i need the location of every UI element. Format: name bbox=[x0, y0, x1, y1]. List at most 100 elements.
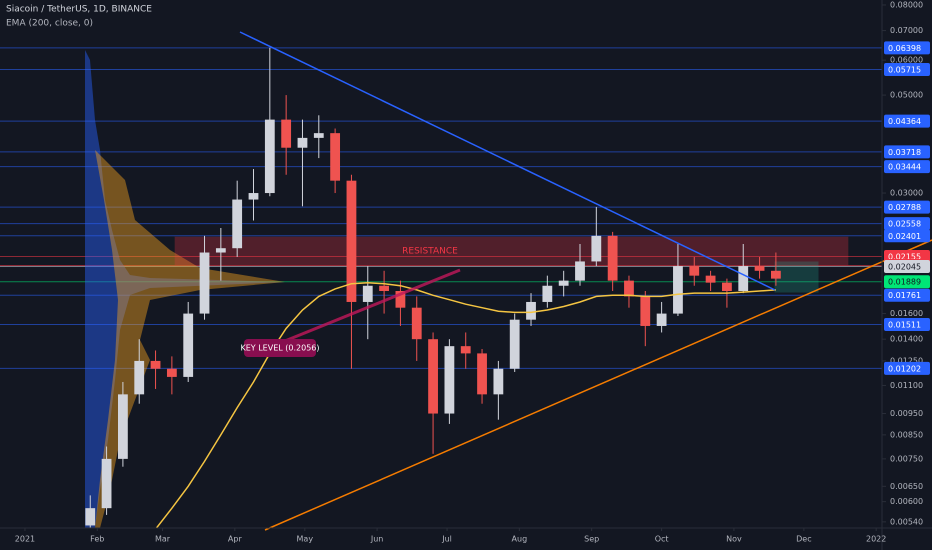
candle-body bbox=[526, 301, 536, 320]
indicator-label: EMA (200, close, 0) bbox=[6, 19, 93, 29]
level-label: 0.02558 bbox=[888, 220, 921, 229]
level-badge bbox=[884, 114, 930, 128]
y-tick-label: 0.01400 bbox=[890, 335, 923, 344]
candle-body bbox=[215, 248, 226, 253]
candle-body bbox=[248, 193, 259, 200]
y-tick-label: 0.01100 bbox=[890, 381, 923, 390]
level-label: 0.01202 bbox=[888, 364, 921, 373]
x-tick-label: 2021 bbox=[15, 535, 35, 544]
y-tick-label: 0.00540 bbox=[890, 517, 923, 526]
candle-body bbox=[493, 368, 504, 395]
candle-body bbox=[199, 252, 210, 314]
y-tick-label: 0.06000 bbox=[890, 56, 923, 65]
x-tick-label: Apr bbox=[228, 535, 243, 544]
x-tick-label: 2022 bbox=[866, 535, 886, 544]
level-badge bbox=[884, 200, 930, 214]
candle-body bbox=[656, 313, 667, 326]
level-label: 0.01889 bbox=[888, 278, 921, 287]
candle-body bbox=[379, 285, 389, 291]
y-tick-label: 0.01250 bbox=[890, 356, 923, 365]
chart-title: Siacoin / TetherUS, 1D, BINANCE bbox=[6, 5, 152, 15]
candle-body bbox=[607, 235, 618, 281]
x-tick-label: Sep bbox=[584, 535, 599, 544]
candle-body bbox=[395, 290, 406, 308]
level-badge bbox=[884, 288, 930, 302]
level-label: 0.05715 bbox=[888, 65, 921, 74]
trend-line-lower bbox=[264, 239, 932, 531]
level-badge bbox=[884, 145, 930, 159]
y-tick-label: 0.00650 bbox=[890, 482, 923, 491]
x-tick-label: Oct bbox=[655, 535, 669, 544]
candle-body bbox=[460, 346, 471, 354]
candle-body bbox=[738, 266, 749, 291]
level-badge bbox=[884, 160, 930, 174]
candle-body bbox=[722, 282, 732, 291]
level-label: 0.01761 bbox=[888, 291, 921, 300]
level-badge bbox=[884, 217, 930, 231]
candle-body bbox=[591, 235, 602, 262]
candle-body bbox=[705, 275, 716, 283]
y-tick-label: 0.00750 bbox=[890, 454, 923, 463]
x-tick-label: May bbox=[297, 535, 314, 544]
trend-line-upper bbox=[239, 31, 776, 291]
level-badge bbox=[884, 361, 930, 375]
level-badge bbox=[884, 275, 930, 289]
key-level-badge bbox=[244, 339, 316, 357]
resistance-zone bbox=[174, 236, 849, 266]
y-tick-label: 0.07000 bbox=[890, 26, 923, 35]
candle-body bbox=[428, 339, 438, 414]
candle-body bbox=[346, 180, 357, 302]
candle-body bbox=[232, 199, 243, 249]
level-label: 0.04364 bbox=[888, 117, 921, 126]
volume-profile bbox=[85, 50, 285, 528]
level-label: 0.03444 bbox=[888, 163, 921, 172]
x-tick-label: Jun bbox=[370, 535, 384, 544]
candle-body bbox=[150, 360, 161, 369]
candle-body bbox=[183, 313, 194, 377]
axes: 0.08000 0.07000 0.06000 0.05000 0.03000 0.016… bbox=[15, 0, 930, 544]
level-label: 0.01511 bbox=[888, 321, 921, 330]
level-label: 0.02045 bbox=[888, 263, 921, 272]
price-marks bbox=[85, 47, 781, 528]
y-tick-label: 0.00850 bbox=[890, 430, 923, 439]
y-tick-label: 0.03000 bbox=[890, 189, 923, 198]
candle-body bbox=[118, 394, 128, 459]
level-label: 0.02401 bbox=[888, 232, 921, 241]
level-label: 0.03718 bbox=[888, 148, 921, 157]
candle-body bbox=[624, 280, 634, 297]
level-badge bbox=[884, 62, 930, 76]
candle-body bbox=[640, 296, 651, 326]
level-badge bbox=[884, 41, 930, 55]
y-tick-label: 0.01600 bbox=[890, 309, 923, 318]
key-level-pointer bbox=[274, 268, 461, 347]
level-badge bbox=[884, 260, 930, 274]
x-tick-label: Jul bbox=[441, 535, 452, 544]
x-tick-label: Aug bbox=[512, 535, 528, 544]
candle-body bbox=[313, 133, 324, 138]
candle-body bbox=[281, 119, 292, 148]
level-label: 0.02788 bbox=[888, 203, 921, 212]
candle-body bbox=[542, 285, 553, 302]
candle-body bbox=[330, 133, 341, 181]
x-tick-label: Mar bbox=[155, 535, 171, 544]
candle-body bbox=[134, 360, 145, 395]
target-box bbox=[774, 261, 819, 293]
y-tick-label: 0.05000 bbox=[890, 91, 923, 100]
level-badge bbox=[884, 318, 930, 332]
level-label: 0.02155 bbox=[888, 252, 921, 261]
y-tick-label: 0.00950 bbox=[890, 409, 923, 418]
candle-body bbox=[85, 508, 96, 526]
candle-body bbox=[509, 319, 520, 369]
candle-body bbox=[101, 458, 112, 509]
candle-body bbox=[770, 270, 781, 279]
candle-body bbox=[362, 285, 373, 302]
x-tick-label: Feb bbox=[90, 535, 104, 544]
candle-body bbox=[754, 266, 765, 271]
level-lines bbox=[0, 47, 882, 369]
candle-body bbox=[689, 266, 700, 276]
candle-body bbox=[673, 266, 683, 314]
y-tick-label: 0.08000 bbox=[890, 0, 923, 9]
level-label: 0.06398 bbox=[888, 44, 921, 53]
y-tick-label: 0.00600 bbox=[890, 497, 923, 506]
